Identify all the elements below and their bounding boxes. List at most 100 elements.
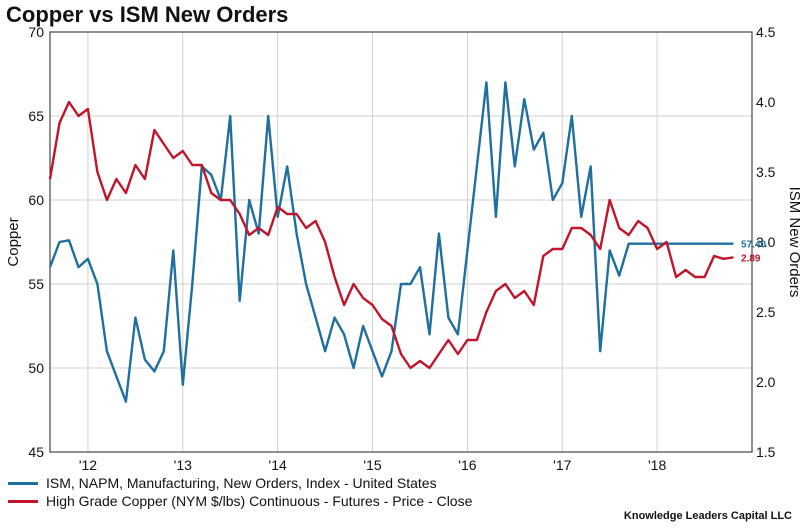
data-point-copper: [163, 143, 165, 145]
data-point-ism: [324, 350, 326, 353]
data-point-copper: [551, 248, 554, 250]
legend-label-ism: ISM, NAPM, Manufacturing, New Orders, In…: [46, 475, 437, 491]
data-point-ism: [333, 316, 336, 319]
data-point-copper: [276, 206, 279, 208]
data-point-ism: [172, 249, 175, 252]
y-tick-label-right: 3.5: [756, 164, 776, 180]
data-point-copper: [457, 353, 459, 355]
data-point-copper: [49, 178, 51, 180]
data-point-ism: [675, 242, 677, 245]
data-point-copper: [144, 178, 146, 180]
data-point-ism: [694, 242, 696, 245]
data-point-copper: [523, 290, 526, 292]
data-point-ism: [684, 242, 687, 245]
data-point-ism: [409, 283, 412, 285]
data-point-ism: [495, 216, 497, 218]
data-point-ism: [599, 350, 602, 353]
data-point-ism: [466, 249, 469, 252]
data-point-ism: [286, 165, 288, 168]
data-point-ism: [656, 242, 658, 245]
legend-swatch-ism: [8, 481, 38, 485]
data-point-copper: [229, 199, 232, 201]
data-point-ism: [580, 216, 583, 218]
data-point-ism: [314, 316, 317, 319]
data-point-copper: [438, 353, 440, 355]
data-point-ism: [68, 239, 70, 242]
data-point-copper: [172, 157, 175, 159]
chart-title: Copper vs ISM New Orders: [6, 2, 289, 27]
data-point-ism: [191, 283, 194, 285]
data-point-ism: [618, 274, 620, 277]
data-point-ism: [58, 241, 61, 243]
data-point-copper: [722, 258, 725, 260]
data-point-ism: [400, 283, 402, 285]
y-axis-title-right: ISM New Orders: [786, 187, 800, 298]
data-point-copper: [589, 234, 592, 236]
data-point-copper: [561, 248, 564, 250]
data-point-copper: [390, 325, 393, 327]
end-label-copper: 2.89: [741, 253, 761, 264]
data-point-copper: [514, 297, 516, 299]
data-point-ism: [229, 115, 232, 117]
data-point-ism: [125, 400, 127, 403]
data-point-ism: [96, 283, 99, 285]
data-point-ism: [305, 283, 307, 285]
data-point-ism: [428, 333, 431, 336]
data-point-copper: [542, 255, 545, 257]
end-label-ism: 57.40: [741, 240, 766, 251]
data-point-ism: [153, 370, 156, 373]
data-point-copper: [58, 122, 61, 124]
data-point-ism: [457, 333, 459, 336]
data-point-ism: [419, 266, 421, 269]
data-point-ism: [637, 242, 639, 245]
data-point-copper: [343, 304, 345, 306]
data-point-copper: [495, 290, 497, 292]
data-point-ism: [523, 98, 526, 100]
data-point-copper: [267, 234, 269, 236]
source-footer: Knowledge Leaders Capital LLC: [623, 510, 792, 522]
data-point-copper: [627, 234, 630, 236]
data-point-copper: [68, 101, 70, 103]
data-point-ism: [533, 148, 535, 151]
series-line-copper: [48, 100, 734, 370]
data-point-copper: [324, 241, 326, 243]
data-point-copper: [646, 227, 649, 229]
data-point-ism: [49, 266, 51, 269]
data-point-copper: [381, 318, 383, 320]
legend-item-ism: ISM, NAPM, Manufacturing, New Orders, In…: [8, 474, 472, 492]
series-line-ism: [48, 81, 733, 403]
data-point-copper: [77, 115, 80, 117]
y-tick-label-left: 60: [28, 192, 44, 208]
data-point-ism: [343, 333, 345, 336]
data-point-ism: [390, 350, 393, 353]
data-point-ism: [447, 316, 450, 319]
x-tick-label: '16: [458, 457, 476, 473]
y-tick-label-right: 3.0: [756, 234, 776, 250]
data-point-ism: [276, 216, 279, 218]
data-point-copper: [182, 150, 184, 152]
y-tick-label-right: 4.0: [756, 94, 776, 110]
data-point-ism: [646, 242, 649, 245]
data-point-copper: [210, 192, 213, 194]
data-point-copper: [257, 227, 260, 229]
data-point-copper: [200, 164, 203, 166]
legend: ISM, NAPM, Manufacturing, New Orders, In…: [8, 474, 472, 510]
data-point-ism: [257, 232, 260, 235]
data-point-copper: [295, 213, 298, 215]
data-point-copper: [637, 220, 639, 222]
y-tick-label-left: 45: [28, 444, 44, 460]
data-point-ism: [115, 375, 118, 378]
data-point-copper: [115, 178, 118, 180]
data-point-copper: [665, 241, 668, 243]
data-point-ism: [551, 199, 554, 201]
data-point-ism: [210, 174, 213, 176]
data-point-ism: [381, 375, 383, 378]
data-point-ism: [87, 258, 89, 260]
data-point-ism: [248, 199, 251, 201]
data-point-ism: [106, 350, 108, 353]
data-point-ism: [438, 232, 440, 235]
data-point-copper: [153, 129, 156, 131]
data-point-copper: [314, 220, 317, 222]
